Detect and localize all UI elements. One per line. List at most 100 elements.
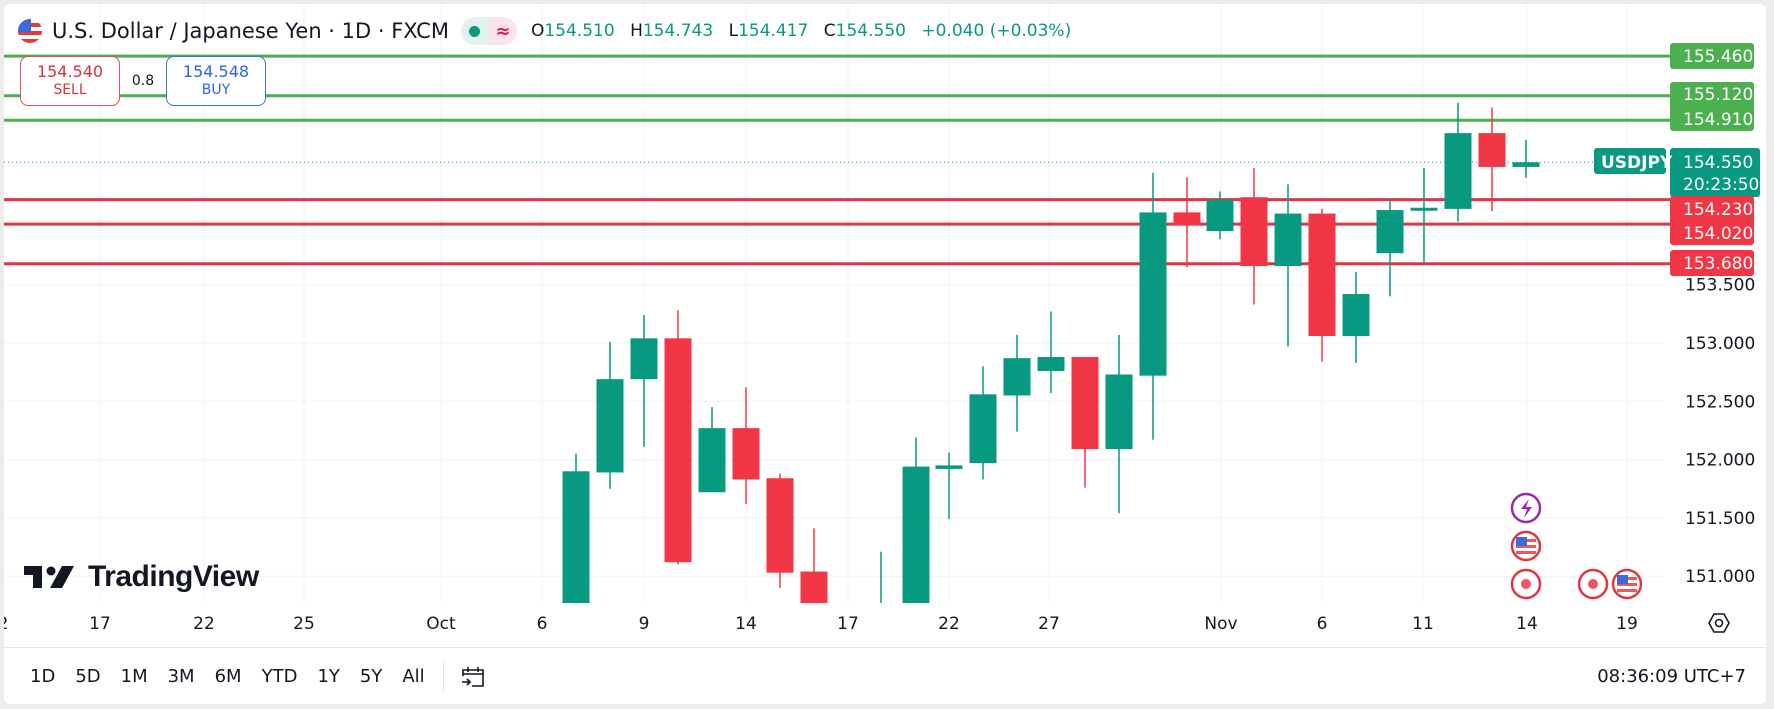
gear-hexagon-icon[interactable] <box>1708 613 1730 633</box>
time-tick: 6 <box>1317 614 1328 634</box>
time-tick: 27 <box>1038 614 1060 634</box>
low-value: 154.417 <box>738 21 809 41</box>
events <box>1510 492 1643 600</box>
candle[interactable] <box>562 453 590 640</box>
price-axis[interactable]: 153.500 153.000 152.500 152.000 151.500 151.0… <box>1594 43 1760 587</box>
clock-timezone[interactable]: 08:36:09 UTC+7 <box>1597 666 1746 687</box>
tradingview-logo[interactable]: TradingView <box>24 560 259 594</box>
ohlc-values: O154.510 H154.743 L154.417 C154.550 +0.0… <box>530 21 1072 41</box>
range-all[interactable]: All <box>402 666 425 687</box>
candle[interactable] <box>1308 208 1336 362</box>
time-axis[interactable]: 2 17 22 25 Oct 6 9 14 17 22 27 Nov 6 11 14 19 <box>4 613 1730 634</box>
high-value: 154.743 <box>642 21 714 41</box>
range-6m[interactable]: 6M <box>214 666 242 687</box>
last-price-label[interactable] <box>1670 148 1760 197</box>
candle[interactable] <box>1274 184 1302 347</box>
resistance-label[interactable]: 154.910 <box>1683 110 1753 130</box>
candle[interactable] <box>698 407 726 493</box>
range-5y[interactable]: 5Y <box>359 666 383 687</box>
price-tick: 151.000 <box>1685 567 1755 587</box>
time-tick: 14 <box>735 614 757 634</box>
time-tick: 22 <box>193 614 215 634</box>
change-value: +0.040 (+0.03%) <box>921 21 1072 41</box>
candle[interactable] <box>1512 139 1540 178</box>
candle[interactable] <box>902 437 930 640</box>
spread-value: 0.8 <box>131 73 155 89</box>
range-1m[interactable]: 1M <box>120 666 148 687</box>
buy-label: BUY <box>201 82 231 98</box>
sell-label: SELL <box>53 82 87 98</box>
candle[interactable] <box>1240 168 1268 305</box>
buy-price: 154.548 <box>182 62 250 81</box>
buy-button[interactable]: 154.548 BUY <box>166 56 266 106</box>
price-tick: 153.000 <box>1685 334 1755 354</box>
candle[interactable] <box>766 473 794 588</box>
us-flag-event-icon[interactable] <box>1510 530 1542 562</box>
time-tick: 25 <box>293 614 315 634</box>
candle[interactable] <box>630 315 658 447</box>
time-tick: 6 <box>537 614 548 634</box>
candlestick-chart[interactable]: 153.500 153.000 152.500 152.000 151.500 151.0… <box>4 4 1766 640</box>
candle[interactable] <box>664 310 692 565</box>
candle[interactable] <box>1071 356 1099 488</box>
bar-countdown: 20:23:50 <box>1683 175 1759 195</box>
candle[interactable] <box>1444 102 1472 222</box>
chart-window: 153.500 153.000 152.500 152.000 151.500 151.0… <box>4 4 1766 704</box>
event-dot-icon[interactable] <box>1510 568 1542 600</box>
candle[interactable] <box>1139 172 1167 440</box>
candle[interactable] <box>1206 191 1234 240</box>
candle[interactable] <box>1037 311 1065 394</box>
candle[interactable] <box>1410 168 1438 263</box>
candle[interactable] <box>935 452 963 520</box>
candle[interactable] <box>1342 271 1370 363</box>
symbol-label[interactable] <box>1594 148 1666 174</box>
price-tick: 152.000 <box>1685 451 1755 471</box>
time-tick: 22 <box>938 614 960 634</box>
candle[interactable] <box>1003 334 1031 432</box>
svg-text:154.550: 154.550 <box>1683 153 1753 173</box>
candle[interactable] <box>1478 107 1506 212</box>
event-dot-icon[interactable] <box>1577 568 1609 600</box>
candle[interactable] <box>732 387 760 504</box>
calendar-goto-icon[interactable] <box>458 662 488 692</box>
sell-price: 154.540 <box>36 62 104 81</box>
time-tick: 17 <box>837 614 859 634</box>
support-label[interactable]: 154.020 <box>1683 224 1753 244</box>
range-3m[interactable]: 3M <box>167 666 195 687</box>
time-tick: 9 <box>639 614 650 634</box>
market-open-dot-icon <box>460 17 489 45</box>
trade-panel: 154.540 SELL 0.8 154.548 BUY <box>20 56 266 106</box>
candle[interactable] <box>868 551 895 640</box>
time-tick: 2 <box>4 614 8 634</box>
candle[interactable] <box>1105 334 1133 514</box>
candle[interactable] <box>800 528 828 640</box>
price-tick: 153.500 <box>1685 276 1755 296</box>
toolbar-divider <box>442 661 444 692</box>
candle[interactable] <box>969 366 997 480</box>
support-label[interactable]: 153.680 <box>1683 254 1753 274</box>
resistance-label[interactable]: 155.460 <box>1683 47 1753 67</box>
market-status-pill[interactable]: ≈ <box>460 17 517 45</box>
sell-button[interactable]: 154.540 SELL <box>20 56 120 106</box>
svg-text:USDJPY: USDJPY <box>1601 153 1673 173</box>
range-1d[interactable]: 1D <box>30 666 56 687</box>
us-jp-flag-icon <box>18 19 42 43</box>
candle[interactable] <box>596 341 624 489</box>
resistance-label[interactable]: 155.120 <box>1683 85 1753 105</box>
close-value: 154.550 <box>835 21 906 41</box>
range-ytd[interactable]: YTD <box>261 666 298 687</box>
lightning-event-icon[interactable] <box>1510 492 1542 524</box>
tradingview-logo-icon <box>24 566 74 588</box>
price-tick: 151.500 <box>1685 509 1755 529</box>
range-5d[interactable]: 5D <box>75 666 101 687</box>
chart-canvas[interactable]: 153.500 153.000 152.500 152.000 151.500 151.0… <box>4 4 1766 634</box>
price-tick: 152.500 <box>1685 392 1755 412</box>
time-tick: 14 <box>1516 614 1538 634</box>
candle[interactable] <box>1376 198 1404 297</box>
symbol-title[interactable]: U.S. Dollar / Japanese Yen · 1D · FXCM <box>52 19 449 43</box>
candle[interactable] <box>1173 177 1201 268</box>
support-label[interactable]: 154.230 <box>1683 200 1753 220</box>
time-tick: Nov <box>1204 614 1237 634</box>
us-flag-event-icon[interactable] <box>1611 568 1643 600</box>
range-1y[interactable]: 1Y <box>317 666 340 687</box>
